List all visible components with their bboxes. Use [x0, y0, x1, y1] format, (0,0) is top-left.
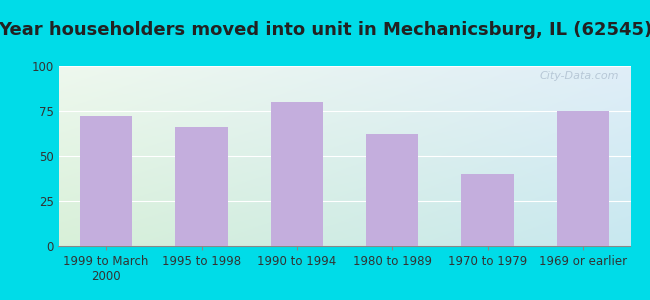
Text: Year householders moved into unit in Mechanicsburg, IL (62545): Year householders moved into unit in Mec… [0, 21, 650, 39]
Bar [556, 111, 609, 246]
Bar [270, 102, 323, 246]
Bar [176, 127, 227, 246]
Bar [80, 116, 133, 246]
Text: City-Data.com: City-Data.com [540, 71, 619, 81]
Bar [462, 174, 514, 246]
Bar [366, 134, 419, 246]
